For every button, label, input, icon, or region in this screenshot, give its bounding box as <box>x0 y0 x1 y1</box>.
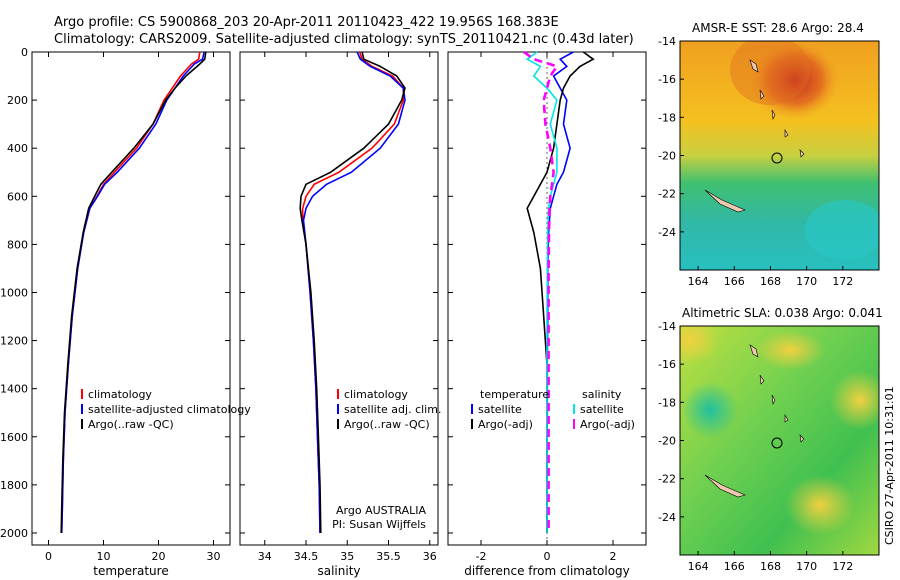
map-y-tick-label: -16 <box>658 358 676 371</box>
x-tick-label: 20 <box>152 550 166 563</box>
legend-label: satellite adj. clim. <box>344 403 441 416</box>
profile-panel-1: 0 10 20 30 0 200 400 600 800 1000 1200 1400 1600 1800… <box>0 46 251 578</box>
series-line-climatology <box>60 51 201 534</box>
sst-map-title: AMSR-E SST: 28.6 Argo: 28.4 <box>692 21 864 35</box>
y-tick-label: 1800 <box>0 479 28 492</box>
map-x-tick-label: 170 <box>796 560 817 573</box>
map-y-tick-label: -14 <box>658 35 676 48</box>
sst-map: AMSR-E SST: 28.6 Argo: 28.4 <box>679 21 880 271</box>
x-tick-label: 34.5 <box>294 550 319 563</box>
y-tick-label: 400 <box>7 142 28 155</box>
y-tick-label: 1600 <box>0 431 28 444</box>
y-tick-label: 1000 <box>0 286 28 299</box>
x-tick-label: 0 <box>45 550 52 563</box>
series-line-satellite-adjusted-climatology <box>60 51 205 534</box>
legend-heading: salinity <box>582 388 622 401</box>
map-x-tick-label: 166 <box>724 275 745 288</box>
y-tick-label: 1200 <box>0 335 28 348</box>
map-y-tick-label: -22 <box>658 188 676 201</box>
legend-label: Argo(..raw -QC) <box>344 418 430 431</box>
legend-label: climatology <box>344 388 408 401</box>
map-y-tick-label: -18 <box>658 111 676 124</box>
argo-position-marker <box>771 437 783 449</box>
plot-frame <box>239 51 439 546</box>
map-y-tick-label: -14 <box>658 320 676 333</box>
plot-frame <box>31 51 231 546</box>
legend-label: climatology <box>88 388 152 401</box>
map-x-tick-label: 168 <box>760 275 781 288</box>
series-line-temperature-argo-adj- <box>526 51 595 533</box>
map-y-tick-label: -20 <box>658 435 676 448</box>
map-y-tick-label: -24 <box>658 226 676 239</box>
series-line-salinity-satellite <box>525 51 558 533</box>
legend-label: satellite-adjusted climatology <box>88 403 251 416</box>
map-x-tick-label: 172 <box>832 560 853 573</box>
x-tick-label: 30 <box>207 550 221 563</box>
argo-position-marker <box>771 152 783 164</box>
map-x-tick-label: 170 <box>796 275 817 288</box>
legend-label: satellite <box>478 403 522 416</box>
map-x-tick-label: 166 <box>724 560 745 573</box>
y-tick-label: 0 <box>21 46 28 59</box>
legend-label: Argo(..raw -QC) <box>88 418 174 431</box>
y-tick-label: 800 <box>7 238 28 251</box>
x-tick-label: 2 <box>610 550 617 563</box>
map-y-tick-label: -16 <box>658 73 676 86</box>
legend-label: Argo(-adj) <box>478 418 533 431</box>
map-x-tick-label: 164 <box>688 275 709 288</box>
new-caledonia-island <box>704 189 746 213</box>
figure-title-line2: Climatology: CARS2009. Satellite-adjuste… <box>54 32 634 47</box>
x-tick-label: -2 <box>476 550 487 563</box>
y-tick-label: 200 <box>7 94 28 107</box>
x-axis-label: difference from climatology <box>464 564 630 578</box>
side-timestamp: CSIRO 27-Apr-2011 10:31:01 <box>883 386 896 545</box>
panel-annotation: Argo AUSTRALIA <box>336 504 426 517</box>
x-axis-label: salinity <box>317 564 360 578</box>
series-line-salinity-argo-adj- <box>523 50 559 533</box>
map-y-tick-label: -22 <box>658 473 676 486</box>
x-tick-label: 34 <box>258 550 272 563</box>
sla-map: Altimetric SLA: 0.038 Argo: 0.041 <box>679 306 883 556</box>
y-tick-label: 600 <box>7 190 28 203</box>
legend-label: Argo(-adj) <box>580 418 635 431</box>
vanuatu-islands <box>749 59 805 158</box>
profile-panel-2: 34 34.5 35 35.5 36 salinity climatology satelli… <box>239 51 441 578</box>
map-y-tick-label: -18 <box>658 396 676 409</box>
map-y-tick-label: -24 <box>658 511 676 524</box>
x-tick-label: 36 <box>423 550 437 563</box>
x-tick-label: 10 <box>97 550 111 563</box>
x-axis-label: temperature <box>93 564 168 578</box>
map-x-tick-label: 164 <box>688 560 709 573</box>
x-tick-label: 0 <box>544 550 551 563</box>
map-axes: 164 166 168 170 172 -14 -16 -18 -20 -22 -24 164 166 1… <box>658 35 853 573</box>
series-line-argo-raw-qc- <box>299 51 406 534</box>
figure-title-line1: Argo profile: CS 5900868_203 20-Apr-2011… <box>54 15 559 30</box>
panel-annotation: PI: Susan Wijffels <box>332 518 426 531</box>
map-x-tick-label: 168 <box>760 560 781 573</box>
legend-label: satellite <box>580 403 624 416</box>
profile-panels: 0 10 20 30020040060080010001200140016001800… <box>0 46 647 578</box>
x-tick-label: 35 <box>340 550 354 563</box>
series-line-argo-raw-qc- <box>60 51 207 534</box>
map-y-tick-label: -20 <box>658 150 676 163</box>
legend-heading: temperature <box>480 388 549 401</box>
y-tick-label: 1400 <box>0 383 28 396</box>
x-tick-label: 35.5 <box>376 550 401 563</box>
map-x-tick-label: 172 <box>832 275 853 288</box>
y-tick-label: 2000 <box>0 527 28 540</box>
sla-map-title: Altimetric SLA: 0.038 Argo: 0.041 <box>682 306 883 320</box>
